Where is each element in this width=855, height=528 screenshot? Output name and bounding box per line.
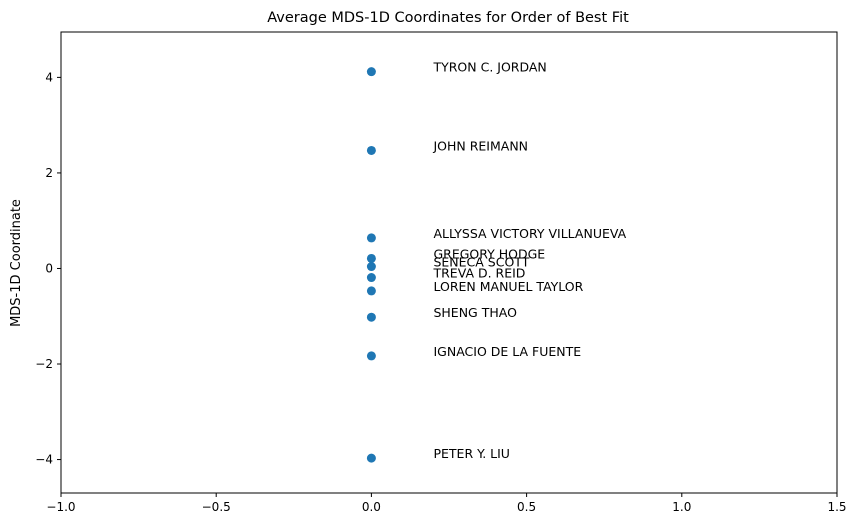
x-tick-label: −0.5 xyxy=(202,500,231,514)
y-tick-label: 2 xyxy=(45,166,53,180)
y-tick-label: 0 xyxy=(45,261,53,275)
x-tick-label: −1.0 xyxy=(46,500,75,514)
data-point xyxy=(366,233,376,243)
x-tick-label: 0.0 xyxy=(362,500,381,514)
point-label: TREVA D. REID xyxy=(432,266,525,281)
data-point xyxy=(366,351,376,361)
point-label: ALLYSSA VICTORY VILLANUEVA xyxy=(433,226,626,241)
y-tick-label: 4 xyxy=(45,70,53,84)
point-label: SENECA SCOTT xyxy=(433,255,529,270)
data-point xyxy=(366,262,376,272)
chart-marks: TYRON C. JORDAN JOHN REIMANN ALLYSSA VICTO… xyxy=(366,60,627,463)
x-tick-label: 1.5 xyxy=(827,500,846,514)
point-label: JOHN REIMANN xyxy=(432,138,528,153)
data-point xyxy=(366,286,376,296)
data-point xyxy=(366,253,376,263)
point-label: SHENG THAO xyxy=(433,305,517,320)
data-point xyxy=(366,453,376,463)
y-tick-label: −4 xyxy=(35,453,53,467)
data-point xyxy=(366,67,376,77)
point-label: LOREN MANUEL TAYLOR xyxy=(433,279,583,294)
data-point xyxy=(366,312,376,322)
y-tick-label: −2 xyxy=(35,357,53,371)
plot-frame xyxy=(60,31,838,494)
x-tick-label: 1.0 xyxy=(672,500,691,514)
x-tick-label: 0.5 xyxy=(517,500,536,514)
data-point xyxy=(366,145,376,155)
point-label: IGNACIO DE LA FUENTE xyxy=(433,344,581,359)
axis-ticks: −1.0 −0.5 0.0 0.5 1.0 1.5 −4 −2 0 2 4 xyxy=(35,70,846,514)
data-point xyxy=(366,273,376,283)
point-label: PETER Y. LIU xyxy=(433,446,509,461)
chart-title: Average MDS-1D Coordinates for Order of … xyxy=(267,10,629,26)
point-label: TYRON C. JORDAN xyxy=(432,60,546,75)
y-axis-label: MDS-1D Coordinate xyxy=(9,199,24,327)
point-label: GREGORY HODGE xyxy=(433,246,545,261)
